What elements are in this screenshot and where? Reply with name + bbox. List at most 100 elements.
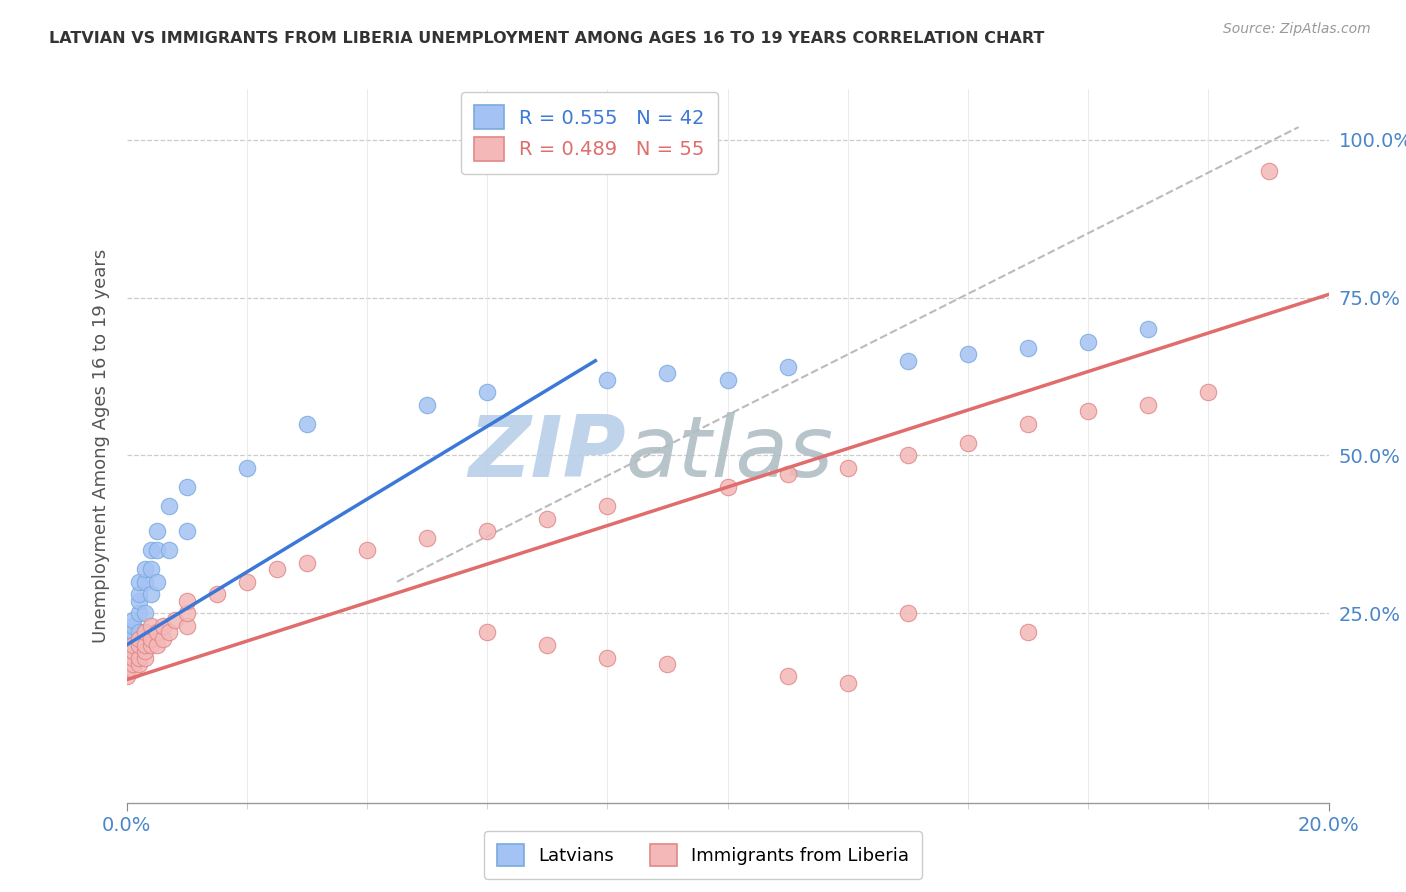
Point (176, 619, 198, 633)
Point (128, 657, 150, 671)
Legend: R = 0.555   N = 42, R = 0.489   N = 55: R = 0.555 N = 42, R = 0.489 N = 55 (461, 92, 718, 174)
Point (128, 587, 150, 601)
Point (145, 524, 167, 539)
Point (121, 632, 143, 646)
Point (134, 644, 156, 658)
Point (134, 638, 156, 652)
Point (152, 632, 174, 646)
Point (176, 480, 198, 494)
Point (115, 663, 138, 677)
Point (134, 650, 156, 665)
Point (235, 461, 259, 475)
Point (134, 607, 156, 621)
Point (536, 511, 558, 525)
Point (128, 638, 150, 652)
Point (163, 613, 186, 627)
Point (145, 574, 167, 589)
Point (295, 556, 318, 570)
Point (897, 353, 920, 368)
Point (121, 638, 143, 652)
Point (115, 669, 138, 683)
Point (115, 657, 138, 671)
Point (1137, 398, 1160, 412)
Point (134, 625, 156, 640)
Point (416, 398, 439, 412)
Point (295, 417, 318, 431)
Point (157, 625, 180, 640)
Point (266, 562, 288, 576)
Legend: Latvians, Immigrants from Liberia: Latvians, Immigrants from Liberia (484, 831, 922, 879)
Point (128, 650, 150, 665)
Point (121, 613, 143, 627)
Point (716, 373, 740, 387)
Point (121, 650, 143, 665)
Point (115, 638, 138, 652)
Point (1137, 322, 1160, 336)
Point (475, 524, 498, 539)
Point (176, 524, 198, 539)
Point (134, 574, 156, 589)
Point (1077, 334, 1099, 349)
Point (1077, 404, 1099, 418)
Point (121, 644, 143, 658)
Point (1017, 341, 1039, 355)
Point (128, 638, 150, 652)
Point (897, 449, 920, 463)
Point (596, 650, 619, 665)
Point (139, 632, 162, 646)
Point (134, 625, 156, 640)
Text: LATVIAN VS IMMIGRANTS FROM LIBERIA UNEMPLOYMENT AMONG AGES 16 TO 19 YEARS CORREL: LATVIAN VS IMMIGRANTS FROM LIBERIA UNEMP… (49, 31, 1045, 46)
Point (956, 435, 979, 450)
Point (837, 675, 859, 690)
Point (145, 625, 167, 640)
Y-axis label: Unemployment Among Ages 16 to 19 years: Unemployment Among Ages 16 to 19 years (91, 249, 110, 643)
Point (657, 657, 679, 671)
Point (176, 607, 198, 621)
Point (776, 360, 799, 375)
Point (145, 638, 167, 652)
Point (657, 367, 679, 381)
Point (145, 543, 167, 558)
Text: Source: ZipAtlas.com: Source: ZipAtlas.com (1223, 22, 1371, 37)
Point (1197, 385, 1219, 400)
Point (1017, 625, 1039, 640)
Point (139, 619, 162, 633)
Point (121, 625, 143, 640)
Point (475, 385, 498, 400)
Point (837, 461, 859, 475)
Point (897, 607, 920, 621)
Point (128, 593, 150, 607)
Point (139, 638, 162, 652)
Point (956, 347, 979, 361)
Point (121, 657, 143, 671)
Point (134, 562, 156, 576)
Point (1257, 164, 1279, 178)
Point (596, 373, 619, 387)
Point (128, 625, 150, 640)
Point (536, 638, 558, 652)
Point (115, 632, 138, 646)
Text: ZIP: ZIP (468, 411, 626, 495)
Point (416, 531, 439, 545)
Point (121, 625, 143, 640)
Point (176, 593, 198, 607)
Point (128, 607, 150, 621)
Point (128, 574, 150, 589)
Point (776, 467, 799, 482)
Point (128, 632, 150, 646)
Point (157, 499, 180, 513)
Point (356, 543, 378, 558)
Point (139, 562, 162, 576)
Point (716, 480, 740, 494)
Point (152, 619, 174, 633)
Point (121, 619, 143, 633)
Point (235, 574, 259, 589)
Text: atlas: atlas (626, 411, 834, 495)
Point (121, 638, 143, 652)
Point (139, 543, 162, 558)
Point (776, 669, 799, 683)
Point (121, 644, 143, 658)
Point (139, 587, 162, 601)
Point (205, 587, 228, 601)
Point (596, 499, 619, 513)
